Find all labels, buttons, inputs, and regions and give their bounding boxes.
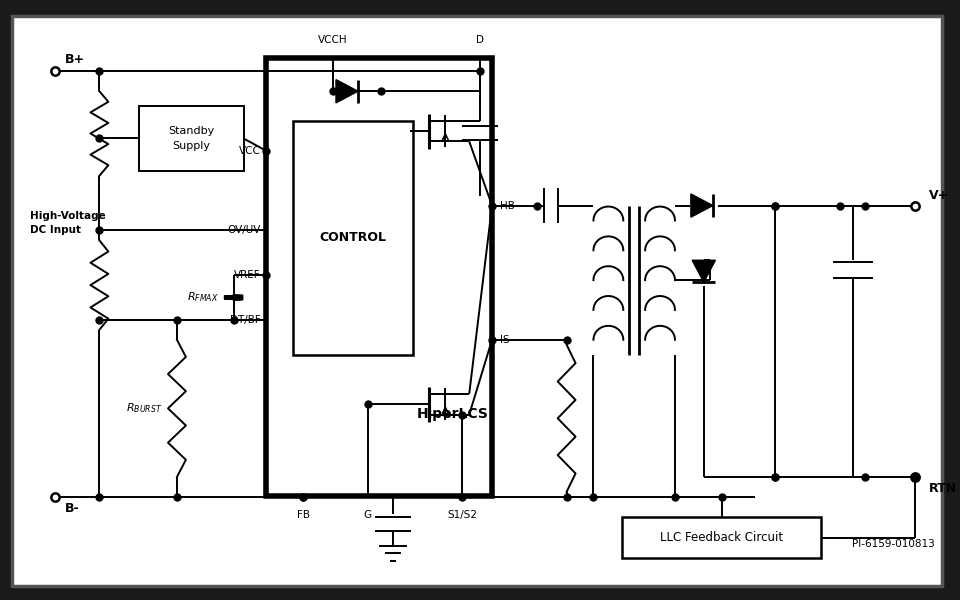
Bar (267, 58, 492, 496)
Text: B-: B- (64, 502, 80, 515)
Text: $R_{FMAX}$: $R_{FMAX}$ (187, 290, 219, 304)
Bar (293, 121, 413, 355)
Text: B+: B+ (64, 53, 84, 66)
Text: HB: HB (500, 200, 515, 211)
Text: D: D (476, 35, 484, 44)
Text: High-Voltage: High-Voltage (30, 211, 106, 221)
Text: HiperLCS: HiperLCS (417, 407, 489, 421)
Text: V+: V+ (928, 189, 948, 202)
Bar (139, 106, 244, 171)
Text: VREF: VREF (234, 270, 260, 280)
Text: CONTROL: CONTROL (320, 232, 386, 244)
Text: IS: IS (500, 335, 510, 345)
Text: Supply: Supply (173, 142, 210, 151)
Text: DT/BF: DT/BF (229, 315, 260, 325)
Text: G: G (364, 510, 372, 520)
Text: RTN: RTN (928, 482, 956, 496)
Text: OV/UV: OV/UV (228, 226, 260, 235)
Polygon shape (336, 80, 358, 103)
Text: VCCH: VCCH (318, 35, 348, 44)
Polygon shape (692, 260, 715, 282)
Text: $R_{BURST}$: $R_{BURST}$ (126, 401, 162, 415)
Text: FB: FB (297, 510, 310, 520)
Text: Standby: Standby (168, 125, 214, 136)
Text: LLC Feedback Circuit: LLC Feedback Circuit (660, 531, 783, 544)
Text: VCC: VCC (239, 146, 260, 156)
Polygon shape (691, 194, 713, 217)
Text: DC Input: DC Input (30, 226, 81, 235)
Text: PI-6159-010813: PI-6159-010813 (852, 539, 934, 548)
Bar (622, 517, 821, 559)
Text: S1/S2: S1/S2 (447, 510, 477, 520)
